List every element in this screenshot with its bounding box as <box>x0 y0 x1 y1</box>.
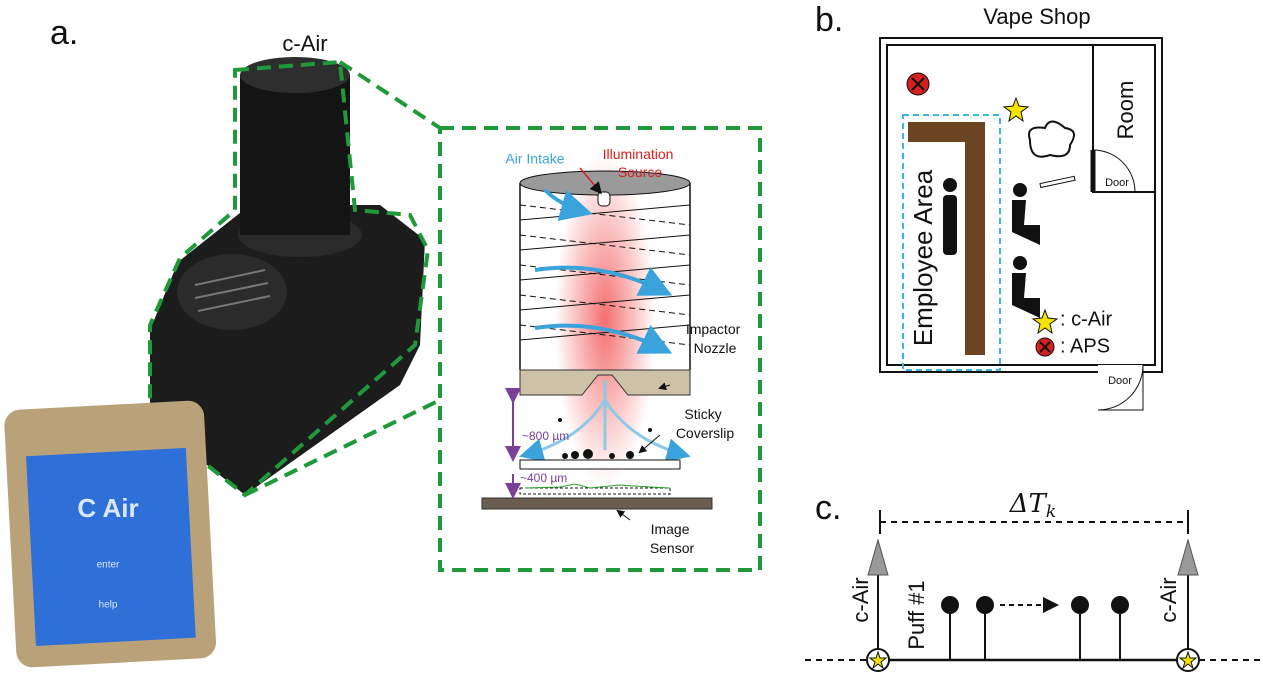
body: a. c-Air C Air enter help <box>0 0 1263 675</box>
legend-label: : c-Air <box>1060 308 1113 330</box>
legend-label: : APS <box>1060 335 1110 357</box>
device-cylinder <box>240 75 350 235</box>
light-source <box>598 192 610 206</box>
person <box>1013 183 1027 197</box>
particle <box>583 449 593 459</box>
entrance-gap <box>1098 365 1143 375</box>
person <box>1012 273 1040 318</box>
panel-label: b. <box>815 1 843 39</box>
room-label: Room <box>1113 81 1138 140</box>
marker-label: c-Air <box>1156 577 1181 622</box>
c-air-marker <box>1004 98 1028 121</box>
puffs <box>950 605 1120 660</box>
gap-label: ~800 µm <box>522 429 569 443</box>
label-line: Image <box>651 521 690 537</box>
puff <box>941 596 959 614</box>
interval-symbol: ΔT <box>1009 489 1048 519</box>
phone-screen <box>26 448 196 646</box>
label-line: Coverslip <box>676 425 735 441</box>
air-intake-label: Air Intake <box>505 151 564 167</box>
particle <box>562 453 568 459</box>
particle <box>648 428 652 432</box>
image-sensor <box>482 498 712 509</box>
panel-label: a. <box>50 14 78 52</box>
vape-pen <box>1040 176 1075 187</box>
map-title: Vape Shop <box>983 4 1090 29</box>
sample-arrowhead <box>868 540 888 575</box>
puff <box>976 596 994 614</box>
people <box>943 178 1040 318</box>
sample-arrowhead <box>1178 540 1198 575</box>
puff-heads <box>941 596 1129 614</box>
page: c-Air figure {"panel_a":{"label":"a.","d… <box>0 0 1263 675</box>
door-label: Door <box>1105 177 1129 189</box>
coverslip <box>520 460 680 469</box>
floor-plan: : c-Air : APS Room Door Door Employee Ar… <box>880 38 1162 410</box>
puff <box>1111 596 1129 614</box>
area-label: Employee Area <box>908 169 938 346</box>
phone-button[interactable]: help <box>99 600 118 611</box>
zoom-line <box>340 62 440 128</box>
puff <box>1071 596 1089 614</box>
marker-label: c-Air <box>848 577 873 622</box>
person <box>1012 200 1040 245</box>
vape-cloud <box>1029 122 1074 157</box>
label-line: Sticky <box>684 406 721 422</box>
particle <box>558 418 562 422</box>
timeline: ΔTk c-Air c-Air Puff #1 <box>805 489 1260 671</box>
door-label: Door <box>1108 375 1132 387</box>
inset: Air Intake Illumination Source Impactor … <box>440 128 760 570</box>
panel-label: c. <box>815 489 841 527</box>
label-line: Sensor <box>650 540 695 556</box>
device-title: c-Air <box>282 31 327 56</box>
puff-label: Puff #1 <box>904 580 929 649</box>
person <box>943 178 957 192</box>
particle <box>609 453 615 459</box>
person <box>943 195 957 255</box>
particle <box>626 451 634 459</box>
device-grille <box>177 254 287 330</box>
figure: a. c-Air C Air enter help <box>0 0 1263 675</box>
label-line: Impactor <box>686 321 741 337</box>
particle <box>571 451 579 459</box>
label-line: Source <box>618 164 663 180</box>
label-line: Illumination <box>603 146 674 162</box>
interval-label: ΔTk <box>1009 489 1056 522</box>
gap-label: ~400 µm <box>520 471 567 485</box>
person <box>1013 256 1027 270</box>
phone: C Air enter help <box>4 400 217 668</box>
label-line: Nozzle <box>694 340 737 356</box>
phone-title: C Air <box>77 493 138 523</box>
sensor-glass <box>520 488 670 494</box>
interval-subscript: k <box>1046 502 1056 522</box>
phone-button[interactable]: enter <box>97 560 120 571</box>
